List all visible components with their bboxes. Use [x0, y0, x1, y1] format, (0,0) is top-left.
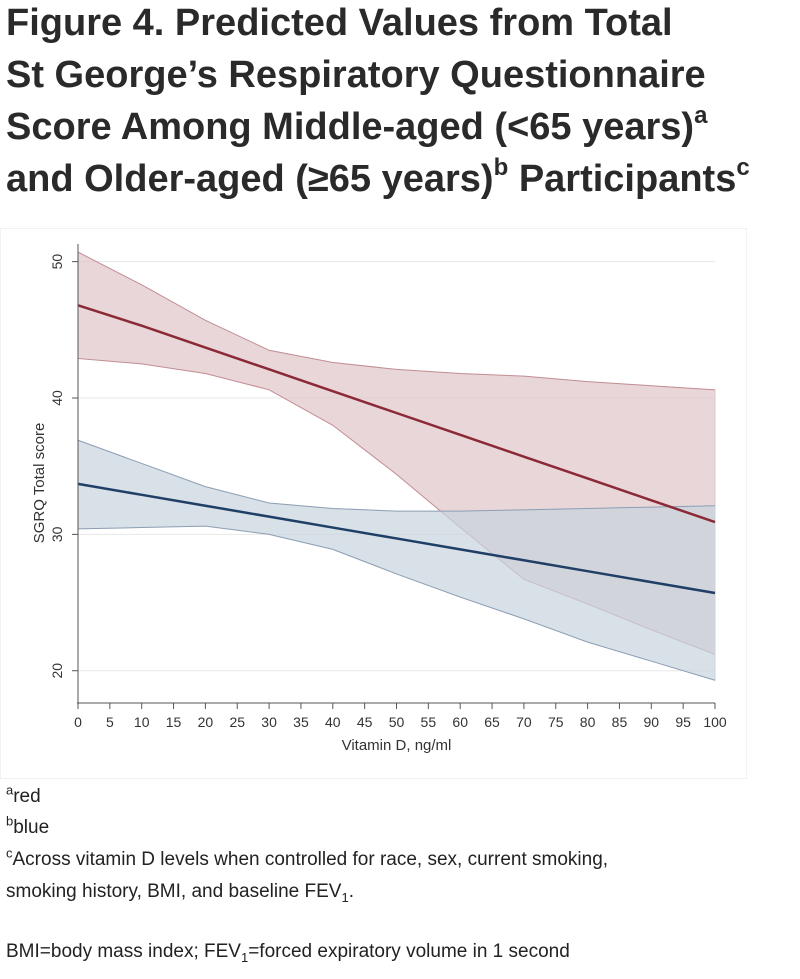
footnote-c-line1: cAcross vitamin D levels when controlled…	[6, 845, 609, 871]
chart-axes: 20 30 40 50 0 5 10 15 20 25 30 35 40 45 50 55 60 65 70 75 80…	[49, 244, 727, 730]
x-tick-label-50: 50	[389, 714, 405, 730]
x-tick-label-0: 0	[74, 714, 82, 730]
confidence-band-1	[77, 439, 716, 681]
abbrev-text-post: =forced expiratory volume in 1 second	[248, 941, 570, 962]
footnote-a: ared	[6, 782, 41, 808]
footnote-a-marker: a	[6, 782, 14, 798]
x-tick-label-70: 70	[516, 714, 532, 730]
title-sup-b: b	[493, 154, 509, 182]
x-tick-label-45: 45	[357, 714, 373, 730]
x-tick-label-30: 30	[261, 714, 277, 730]
x-tick-label-5: 5	[106, 714, 114, 730]
y-tick-label-30: 30	[49, 526, 65, 542]
x-tick-label-15: 15	[166, 714, 182, 730]
footnote-c-text-2: smoking history, BMI, and baseline FEV	[6, 881, 342, 902]
footnote-b-marker: b	[6, 813, 14, 829]
x-tick-label-85: 85	[612, 714, 628, 730]
x-tick-label-100: 100	[703, 714, 727, 730]
footnote-c-marker: c	[6, 845, 13, 861]
title-line-1-text: Figure 4. Predicted Values from Total	[6, 2, 673, 44]
x-tick-label-75: 75	[548, 714, 564, 730]
y-tick-label-50: 50	[49, 254, 65, 270]
abbreviations-note: BMI=body mass index; FEV1=forced expirat…	[6, 941, 570, 965]
title-line-3: Score Among Middle-aged (<65 years)a	[6, 104, 707, 148]
prediction-line-0	[77, 304, 716, 524]
x-tick-label-95: 95	[675, 714, 691, 730]
band-lower-edge-1	[77, 525, 716, 681]
y-tick-label-40: 40	[49, 390, 65, 406]
title-line-1: Figure 4. Predicted Values from Total	[6, 2, 673, 44]
title-line-2: St George’s Respiratory Questionnaire	[6, 54, 706, 96]
title-line-4-text: and Older-aged (≥65 years)	[6, 158, 494, 200]
footnote-b: bblue	[6, 813, 50, 839]
band-upper-edge-1	[77, 439, 716, 512]
footnote-c-text-1: Across vitamin D levels when controlled …	[12, 849, 609, 870]
y-tick-label-20: 20	[49, 663, 65, 679]
prediction-line-1	[77, 482, 716, 595]
x-axis-label: Vitamin D, ng/ml	[342, 737, 452, 754]
x-tick-label-10: 10	[134, 714, 150, 730]
chart-svg: 20 30 40 50 0 5 10 15 20 25 30 35 40 45 50 55 60 65 70 75 80…	[0, 227, 748, 780]
x-tick-label-90: 90	[644, 714, 660, 730]
title-line-4-text-after: Participants	[508, 158, 737, 200]
x-tick-label-40: 40	[325, 714, 341, 730]
abbrev-sub: 1	[240, 949, 249, 965]
x-tick-label-25: 25	[229, 714, 245, 730]
footnote-c-sub: 1	[341, 889, 349, 905]
band-upper-edge-0	[77, 251, 716, 391]
abbrev-text-pre: BMI=body mass index; FEV	[6, 941, 241, 962]
footnote-b-text: blue	[13, 817, 50, 838]
title-sup-a: a	[694, 102, 708, 130]
chart-container: 20 30 40 50 0 5 10 15 20 25 30 35 40 45 50 55 60 65 70 75 80…	[0, 227, 748, 780]
confidence-bands	[77, 251, 716, 681]
x-tick-label-60: 60	[452, 714, 468, 730]
title-line-4: and Older-aged (≥65 years)b Participants…	[6, 156, 750, 200]
x-tick-label-35: 35	[293, 714, 309, 730]
title-line-2-text: St George’s Respiratory Questionnaire	[6, 54, 706, 96]
y-axis-label: SGRQ Total score	[31, 423, 48, 544]
footnote-c-line2: smoking history, BMI, and baseline FEV1.	[6, 881, 354, 905]
title-sup-c: c	[736, 154, 750, 182]
footnote-a-text: red	[13, 786, 41, 807]
x-tick-label-65: 65	[484, 714, 500, 730]
title-line-3-text: Score Among Middle-aged (<65 years)	[6, 106, 695, 148]
footnote-c-text-2-end: .	[348, 881, 354, 902]
x-tick-label-80: 80	[580, 714, 596, 730]
x-tick-label-55: 55	[421, 714, 437, 730]
prediction-lines	[77, 304, 716, 595]
x-tick-label-20: 20	[198, 714, 214, 730]
